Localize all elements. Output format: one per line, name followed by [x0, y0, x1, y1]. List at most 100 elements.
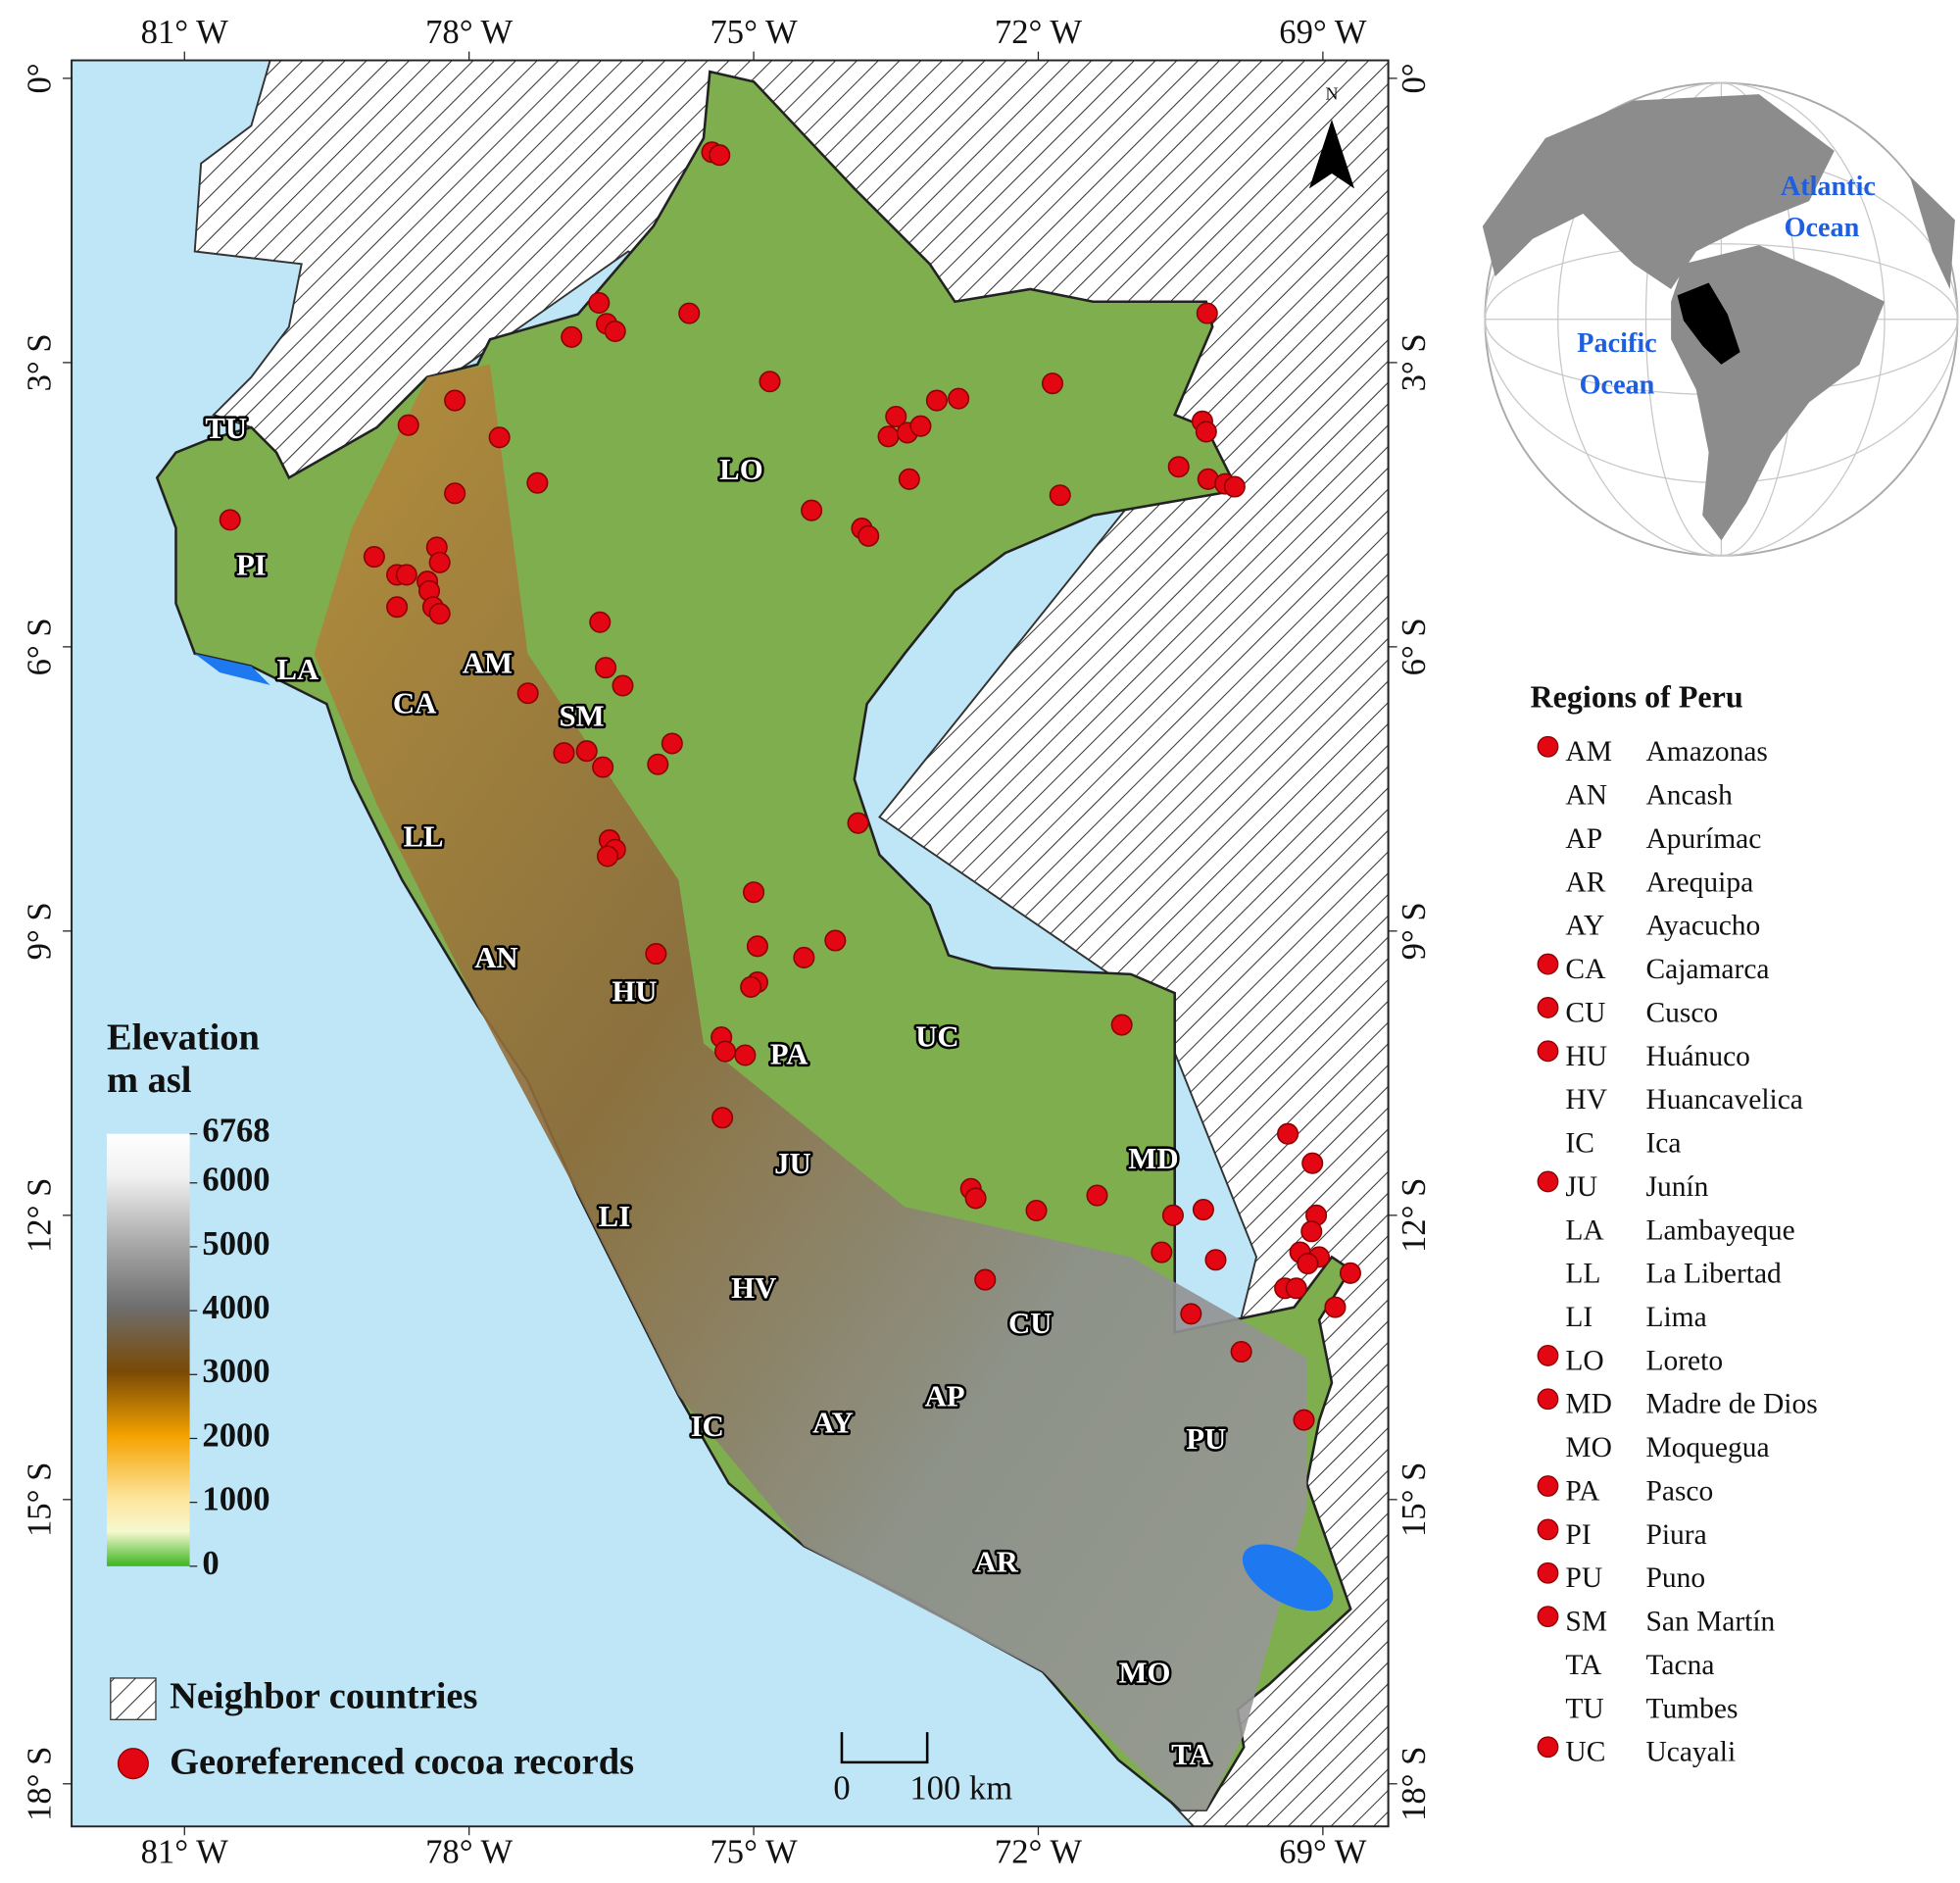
legend-code: HU	[1565, 1041, 1607, 1072]
legend-record-marker	[1537, 1388, 1559, 1411]
north-arrow-shape	[1308, 119, 1355, 189]
north-label: N	[1325, 84, 1338, 104]
legend-code: AR	[1565, 867, 1605, 898]
region-label: PU	[1186, 1422, 1226, 1456]
cocoa-record	[647, 753, 669, 775]
ocean-label: Ocean	[1580, 370, 1655, 400]
region-label: LA	[276, 653, 318, 686]
legend-name: Lambayeque	[1645, 1214, 1794, 1246]
cocoa-record	[1025, 1199, 1048, 1222]
legend-code: PA	[1565, 1475, 1600, 1507]
scale-label: 100 km	[909, 1769, 1012, 1807]
africa	[1909, 175, 1955, 289]
cocoa-record	[1192, 1199, 1214, 1221]
legend-name: Ica	[1645, 1128, 1681, 1160]
legend-code: PI	[1565, 1519, 1591, 1551]
cocoa-record	[974, 1268, 997, 1291]
cocoa-record	[1195, 421, 1217, 443]
cocoa-record	[709, 144, 731, 167]
graticule-ticks: 81° W 81° W 78° W 78° W 75° W 75° W 72° W 72° W…	[22, 14, 1434, 1871]
x-tick-label: 78° W	[425, 14, 513, 51]
cocoa-record	[1049, 484, 1071, 507]
colorbar-ticks: 6768 6000 5000 4000 3000 2000 1000 0	[189, 1113, 270, 1582]
elevation-legend: Elevation m asl 6768 6000 5000 4000 3000 2000…	[106, 1017, 270, 1582]
lake-titicaca	[1242, 1544, 1334, 1611]
y-tick-label: 12° S	[22, 1178, 59, 1253]
cocoa-record	[592, 756, 614, 778]
cocoa-record	[1297, 1253, 1319, 1275]
y-tick-label: 3° S	[1396, 333, 1433, 391]
region-label: CU	[1008, 1307, 1052, 1340]
legend-hatch-swatch	[110, 1677, 157, 1720]
region-label: IC	[691, 1410, 724, 1443]
legend-code: MO	[1565, 1432, 1612, 1463]
region-label: TU	[205, 412, 247, 445]
legend-label: Neighbor countries	[170, 1676, 477, 1717]
legend-code: MD	[1565, 1389, 1612, 1420]
legend-name: Pasco	[1645, 1475, 1713, 1507]
cocoa-record	[740, 975, 762, 998]
cocoa-record	[746, 935, 768, 958]
y-tick-label: 9° S	[22, 902, 59, 960]
ocean-label: Atlantic	[1781, 172, 1876, 202]
cocoa-record	[575, 740, 598, 763]
legend-name: Cajamarca	[1645, 954, 1769, 985]
legend-name: Huancavelica	[1645, 1084, 1802, 1115]
legend-name: Ucayali	[1645, 1737, 1736, 1768]
cocoa-record	[734, 1044, 757, 1066]
peru-inset	[1677, 282, 1740, 365]
globe-inset: Atlantic Ocean Pacific Ocean	[1482, 81, 1959, 557]
cocoa-record	[444, 482, 466, 505]
legend-code: AN	[1565, 780, 1607, 812]
ocean-label: Pacific	[1577, 328, 1656, 359]
legend-record-marker	[1537, 1040, 1559, 1063]
region-label: AR	[974, 1546, 1018, 1579]
cocoa-record	[661, 732, 683, 755]
legend-record-marker	[1537, 997, 1559, 1018]
cocoa-record	[444, 389, 466, 412]
colorbar-tick-label: 6768	[202, 1113, 270, 1150]
cocoa-record	[711, 1107, 734, 1129]
scale-label: 0	[833, 1769, 850, 1807]
elevation-title: Elevation	[107, 1017, 260, 1059]
x-tick-label: 81° W	[141, 14, 228, 51]
cocoa-record	[219, 509, 241, 531]
region-label: SM	[560, 700, 605, 733]
region-label: PA	[770, 1038, 808, 1071]
legend-name: Arequipa	[1645, 867, 1753, 898]
cocoa-record	[526, 471, 549, 494]
scale-bar-line	[840, 1732, 929, 1764]
legend-code: LL	[1565, 1259, 1600, 1290]
legend-name: Huánuco	[1645, 1041, 1749, 1072]
legend-name: Amazonas	[1645, 736, 1767, 768]
y-tick-label: 9° S	[1396, 902, 1433, 960]
map-frame	[71, 59, 1390, 1828]
x-tick-label: 69° W	[1279, 1834, 1366, 1871]
regions-legend-entries: AM Amazonas AN Ancash AP Apurímac AR Arequipa AY…	[1537, 735, 1818, 1768]
x-tick-label: 72° W	[995, 1834, 1082, 1871]
legend-record-marker	[1537, 1170, 1559, 1193]
legend-code: JU	[1565, 1171, 1597, 1203]
region-label: MO	[1118, 1656, 1170, 1689]
y-tick-label: 3° S	[22, 333, 59, 391]
colorbar-tick-label: 5000	[202, 1225, 270, 1263]
north-arrow: N	[1308, 84, 1355, 189]
coastal-lagoon	[194, 653, 270, 685]
legend-record-marker	[1537, 1345, 1559, 1366]
legend-code: TA	[1565, 1650, 1602, 1681]
cocoa-record	[589, 611, 612, 633]
legend-record-marker	[1537, 1561, 1559, 1584]
x-tick-label: 81° W	[141, 1834, 228, 1871]
cocoa-record	[948, 387, 970, 410]
y-tick-label: 15° S	[1396, 1462, 1433, 1537]
cocoa-record	[801, 499, 823, 521]
legend-code: CU	[1565, 997, 1605, 1028]
regions-legend: Regions of Peru AM Amazonas AN Ancash AP Apur…	[1531, 679, 1818, 1768]
cocoa-record	[1204, 1249, 1227, 1271]
cocoa-records	[219, 141, 1361, 1431]
colorbar-tick-label: 2000	[202, 1416, 270, 1454]
cocoa-record	[1277, 1122, 1299, 1145]
legend-record-marker	[1537, 1736, 1559, 1759]
legend-name: Junín	[1645, 1171, 1708, 1203]
region-label: LL	[404, 820, 444, 854]
